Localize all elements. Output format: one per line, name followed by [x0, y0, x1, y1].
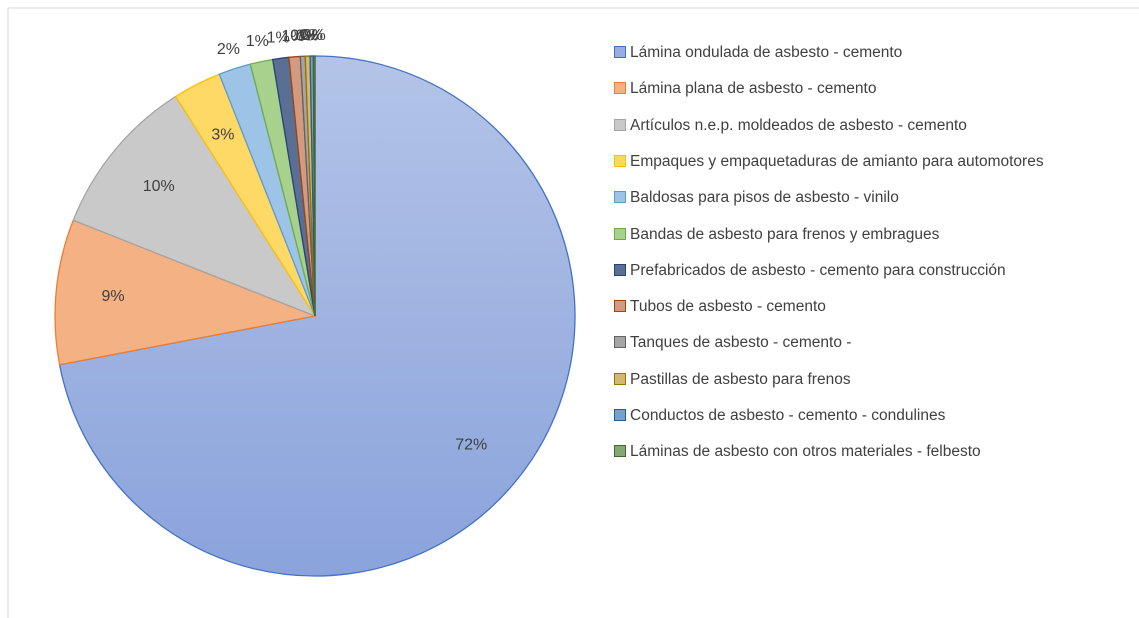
legend-swatch — [614, 82, 626, 95]
legend-swatch — [614, 118, 626, 131]
legend-item: Lámina plana de asbesto - cemento — [614, 80, 1134, 98]
legend-label: Pastillas de asbesto para frenos — [630, 370, 851, 388]
legend-label: Láminas de asbesto con otros materiales … — [630, 443, 981, 461]
legend-label: Empaques y empaquetaduras de amianto par… — [630, 152, 1044, 170]
data-label: 3% — [211, 127, 234, 144]
legend-label: Baldosas para pisos de asbesto - vinilo — [630, 189, 899, 207]
data-label: 10% — [143, 178, 175, 195]
legend-item: Lámina ondulada de asbesto - cemento — [614, 44, 1134, 62]
legend-label: Lámina plana de asbesto - cemento — [630, 80, 877, 98]
legend-swatch — [614, 227, 626, 240]
legend-item: Empaques y empaquetaduras de amianto par… — [614, 153, 1134, 171]
legend-swatch — [614, 191, 626, 204]
data-label: 72% — [455, 436, 487, 453]
legend-label: Prefabricados de asbesto - cemento para … — [630, 261, 1006, 279]
data-label: 9% — [102, 288, 125, 305]
legend-item: Conductos de asbesto - cemento - conduli… — [614, 407, 1134, 425]
pie-slice — [312, 55, 316, 317]
pie-slice — [72, 95, 317, 318]
data-label: 0% — [296, 27, 319, 44]
legend-label: Tanques de asbesto - cemento - — [630, 334, 852, 352]
legend-label: Lámina ondulada de asbesto - cemento — [630, 44, 903, 61]
data-label: 0% — [300, 27, 323, 44]
legend-swatch — [614, 336, 626, 349]
data-label: 0% — [303, 27, 326, 44]
legend-swatch — [614, 154, 626, 167]
data-label: 1% — [281, 28, 304, 45]
data-label: 1% — [246, 33, 269, 50]
pie-slice — [54, 219, 318, 366]
legend-swatch — [614, 46, 626, 58]
legend-label: Conductos de asbesto - cemento - conduli… — [630, 407, 946, 424]
legend-item: Láminas de asbesto con otros materiales … — [614, 443, 1134, 461]
data-label: 2% — [217, 41, 240, 58]
data-label: 1% — [267, 30, 290, 47]
pie-slice — [58, 55, 576, 577]
legend-swatch — [614, 300, 626, 313]
legend-label: Tubos de asbesto - cemento — [630, 298, 826, 316]
legend-swatch — [614, 409, 626, 421]
legend-swatch — [614, 445, 626, 458]
legend-item: Pastillas de asbesto para frenos — [614, 371, 1134, 389]
legend-item: Tanques de asbesto - cemento - — [614, 334, 1134, 352]
legend-label: Bandas de asbesto para frenos y embrague… — [630, 225, 940, 243]
legend-item: Prefabricados de asbesto - cemento para … — [614, 262, 1134, 280]
legend-item: Baldosas para pisos de asbesto - vinilo — [614, 189, 1134, 207]
legend-swatch — [614, 263, 626, 276]
legend-item: Artículos n.e.p. moldeados de asbesto - … — [614, 117, 1134, 135]
legend-item: Bandas de asbesto para frenos y embrague… — [614, 226, 1134, 244]
legend-label: Artículos n.e.p. moldeados de asbesto - … — [630, 116, 967, 134]
legend-swatch — [614, 372, 626, 385]
legend-item: Tubos de asbesto - cemento — [614, 298, 1134, 316]
data-label: 0% — [290, 28, 313, 45]
